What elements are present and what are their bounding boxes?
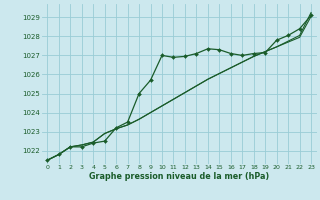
- X-axis label: Graphe pression niveau de la mer (hPa): Graphe pression niveau de la mer (hPa): [89, 172, 269, 181]
